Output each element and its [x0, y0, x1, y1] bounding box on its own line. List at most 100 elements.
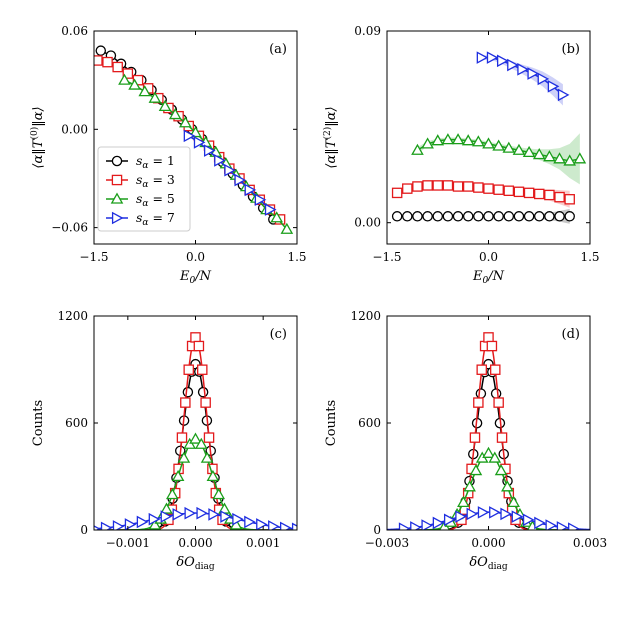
data-point-0-14 — [534, 211, 545, 222]
data-point-3-5 — [527, 67, 540, 80]
data-point-3-3 — [124, 518, 137, 530]
data-point-3-1 — [100, 521, 113, 530]
data-point-2-10 — [512, 143, 526, 155]
data-point-3-15 — [568, 522, 580, 530]
plot-area — [94, 45, 294, 234]
data-point-2-11 — [212, 487, 226, 500]
data-point-3-2 — [203, 144, 216, 157]
panel-label: (a) — [269, 42, 287, 57]
data-point-2-5 — [177, 451, 191, 463]
data-point-2-4 — [451, 133, 465, 145]
data-point-1-5 — [473, 397, 484, 408]
data-point-2-0 — [118, 73, 131, 85]
data-point-1-10 — [197, 364, 208, 375]
plot-area — [387, 332, 590, 530]
data-point-2-9 — [502, 141, 516, 153]
data-point-0-10 — [493, 211, 504, 222]
data-point-2-3 — [441, 133, 455, 145]
data-point-2-16 — [573, 152, 587, 164]
data-point-2-5 — [461, 134, 475, 146]
data-point-2-9 — [200, 451, 214, 463]
data-point-1-11 — [200, 397, 211, 408]
data-point-1-9 — [486, 340, 498, 352]
data-point-3-14 — [256, 518, 268, 530]
legend-marker-1 — [111, 174, 123, 186]
series-line-2 — [94, 438, 297, 530]
x-tick-label: −0.001 — [106, 536, 150, 550]
data-point-1-3 — [422, 180, 433, 191]
data-point-2-15 — [563, 154, 577, 166]
data-point-1-8 — [190, 332, 201, 343]
data-point-2-5 — [168, 108, 182, 120]
series-line-0 — [94, 363, 297, 530]
series-line-2 — [387, 452, 590, 530]
data-point-0-5 — [442, 211, 454, 222]
data-point-3-3 — [507, 58, 519, 72]
data-point-3-6 — [160, 510, 173, 523]
data-point-1-16 — [554, 191, 565, 203]
data-point-2-7 — [482, 137, 495, 149]
data-point-1-3 — [122, 68, 134, 79]
data-point-1-8 — [483, 332, 494, 343]
panel-c: −0.001 0.000 0.001 0 600 1200 δOdiag Counts (c) — [31, 309, 298, 572]
x-tick-label: 0.000 — [178, 536, 212, 550]
x-axis-label: δOdiag — [176, 555, 214, 572]
data-point-3-13 — [244, 515, 256, 529]
x-tick-label: 0.003 — [573, 536, 607, 550]
data-point-3-7 — [254, 193, 267, 207]
data-point-3-1 — [410, 521, 422, 530]
data-point-3-3 — [214, 154, 226, 167]
panel-a: −1.5 0.0 1.5 −0.06 0.00 0.06 E0/N ⟨α‖T(0)‖α⟩ (a)… — [29, 24, 307, 286]
data-point-3-5 — [234, 173, 247, 187]
data-point-1-7 — [462, 181, 474, 192]
data-point-1-13 — [523, 187, 535, 199]
y-tick-label: 0 — [373, 523, 381, 537]
y-tick-label: 1200 — [350, 309, 381, 323]
data-point-2-7 — [189, 432, 202, 444]
y-axis-label: Counts — [324, 400, 339, 446]
data-point-0-17 — [564, 211, 575, 222]
y-axis-label: ⟨α‖T(0)‖α⟩ — [29, 106, 46, 168]
data-point-3-1 — [486, 51, 499, 64]
data-point-0-4 — [432, 211, 443, 222]
data-point-3-12 — [534, 516, 546, 530]
legend-entry-0: sα = 1 — [136, 153, 175, 171]
legend-marker-3 — [111, 211, 124, 225]
data-point-1-11 — [493, 397, 504, 408]
y-tick-label: 600 — [65, 416, 88, 430]
data-point-2-6 — [179, 116, 192, 128]
x-tick-label: 0.0 — [479, 250, 498, 264]
data-point-2-11 — [522, 145, 536, 158]
data-point-1-14 — [534, 188, 545, 200]
y-tick-label: 0.00 — [354, 216, 381, 230]
data-point-1-9 — [193, 340, 205, 352]
data-point-1-1 — [102, 56, 113, 68]
data-point-3-2 — [112, 520, 125, 530]
data-point-2-16 — [280, 222, 294, 234]
y-tick-label: 0.09 — [354, 24, 381, 38]
data-point-1-11 — [503, 185, 515, 196]
data-point-3-4 — [517, 63, 529, 76]
data-point-3-11 — [220, 510, 232, 523]
legend-entry-1: sα = 3 — [136, 172, 175, 190]
data-point-2-4 — [463, 480, 476, 492]
data-point-2-14 — [553, 152, 566, 164]
data-point-1-6 — [452, 181, 464, 192]
data-point-2-8 — [194, 437, 208, 449]
data-point-1-2 — [112, 61, 123, 73]
data-point-2-3 — [165, 487, 179, 500]
x-axis-label: E0/N — [472, 269, 505, 286]
data-point-1-5 — [180, 397, 191, 408]
data-point-3-13 — [545, 519, 558, 530]
data-point-2-1 — [128, 78, 141, 90]
legend-marker-0 — [111, 155, 123, 167]
data-point-1-15 — [544, 189, 555, 201]
data-point-1-10 — [490, 364, 501, 375]
data-point-1-6 — [183, 364, 194, 375]
data-point-2-6 — [472, 135, 485, 147]
legend-entry-3: sα = 7 — [136, 210, 175, 228]
data-point-3-17 — [291, 522, 297, 530]
error-band-3 — [481, 55, 563, 106]
data-point-3-15 — [268, 520, 280, 530]
